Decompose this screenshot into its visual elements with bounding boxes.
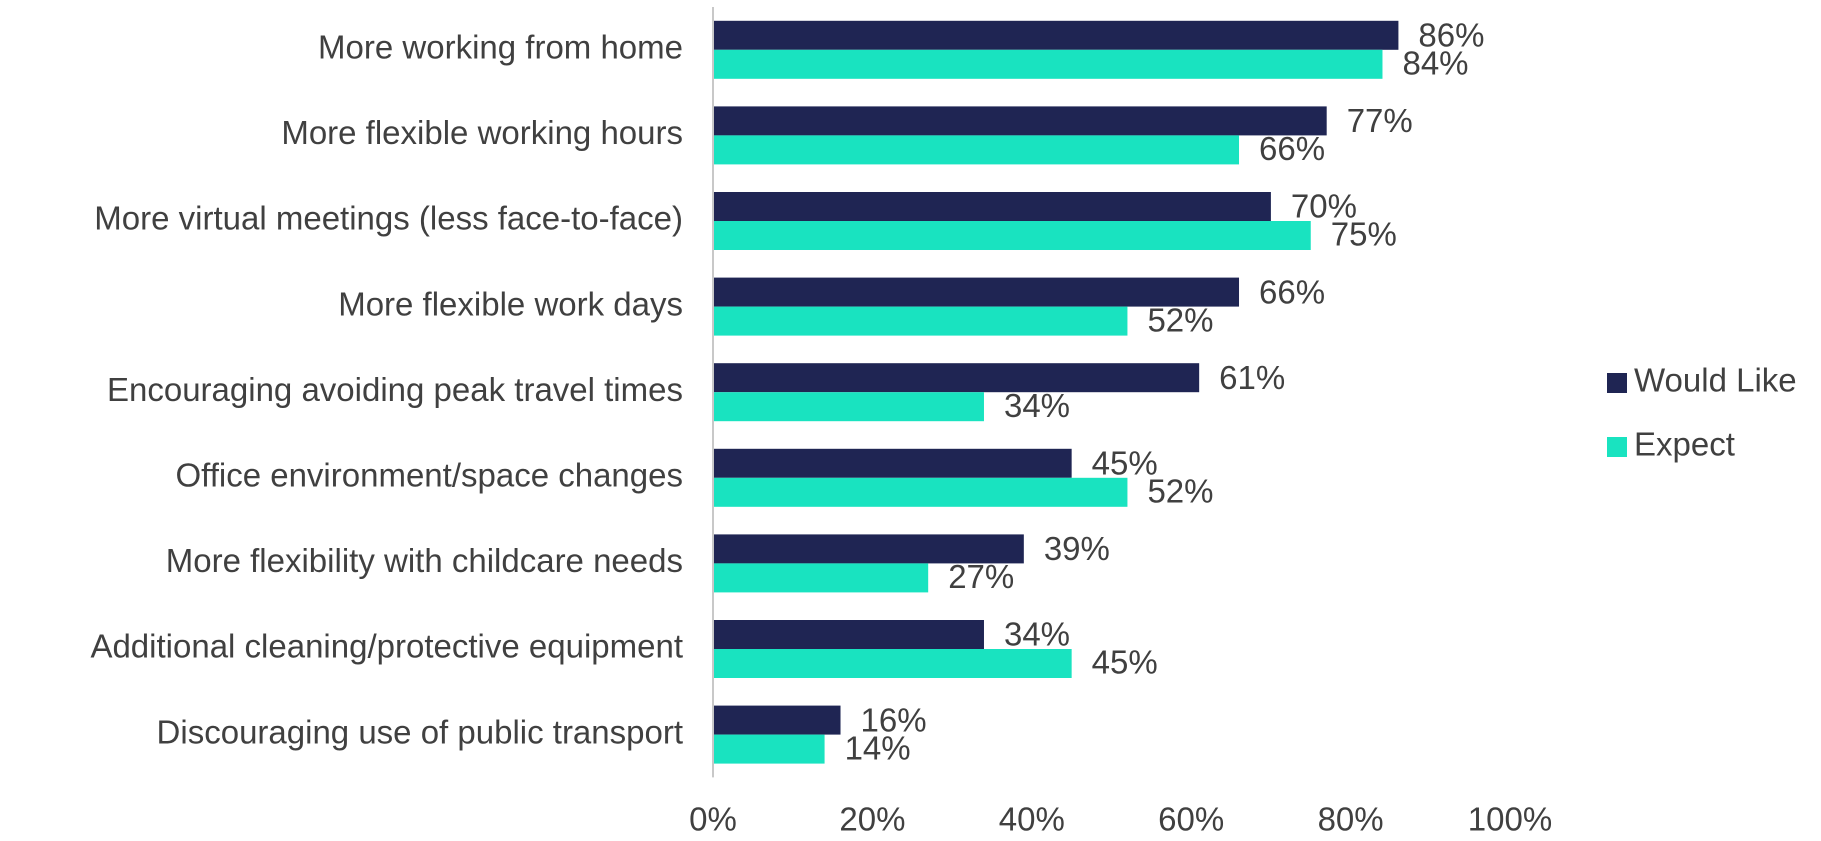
x-tick-label: 100% bbox=[1468, 801, 1552, 838]
legend-label: Expect bbox=[1634, 426, 1735, 463]
bar bbox=[713, 221, 1311, 250]
data-label: 45% bbox=[1092, 445, 1158, 482]
bar bbox=[713, 620, 984, 649]
x-tick-label: 40% bbox=[999, 801, 1065, 838]
data-label: 66% bbox=[1259, 130, 1325, 167]
y-tick-label: More working from home bbox=[318, 29, 683, 66]
bar bbox=[713, 49, 1383, 79]
bar bbox=[713, 20, 1399, 50]
y-tick-label: More flexible work days bbox=[338, 285, 683, 322]
bar bbox=[713, 277, 1240, 307]
y-tick-label: More flexibility with childcare needs bbox=[166, 542, 683, 579]
data-label: 14% bbox=[845, 729, 911, 766]
legend-swatch bbox=[1607, 437, 1627, 457]
data-label: 66% bbox=[1259, 273, 1325, 310]
bar bbox=[713, 448, 1072, 478]
data-label: 86% bbox=[1418, 17, 1484, 54]
data-label: 27% bbox=[948, 558, 1014, 595]
data-label: 77% bbox=[1347, 102, 1413, 139]
bar bbox=[713, 734, 825, 764]
y-tick-label: Additional cleaning/protective equipment bbox=[90, 628, 683, 665]
data-label: 52% bbox=[1147, 301, 1213, 338]
data-label: 75% bbox=[1331, 216, 1397, 253]
bar bbox=[713, 649, 1072, 678]
data-label: 84% bbox=[1402, 45, 1468, 82]
bar bbox=[713, 363, 1200, 393]
data-label: 16% bbox=[861, 701, 927, 738]
bar bbox=[713, 306, 1128, 336]
data-label: 45% bbox=[1092, 644, 1158, 681]
data-label: 34% bbox=[1004, 616, 1070, 653]
data-label: 61% bbox=[1219, 359, 1285, 396]
bar bbox=[713, 392, 984, 422]
y-tick-label: More virtual meetings (less face-to-face… bbox=[94, 200, 683, 237]
bar bbox=[713, 192, 1271, 221]
x-tick-label: 0% bbox=[689, 801, 737, 838]
data-label: 39% bbox=[1044, 530, 1110, 567]
x-tick-label: 80% bbox=[1318, 801, 1384, 838]
bar bbox=[713, 106, 1327, 136]
y-tick-label: Office environment/space changes bbox=[175, 457, 683, 494]
legend-label: Would Like bbox=[1634, 362, 1797, 399]
y-tick-label: Discouraging use of public transport bbox=[157, 713, 683, 750]
legend-swatch bbox=[1607, 373, 1627, 393]
x-tick-label: 60% bbox=[1158, 801, 1224, 838]
bar bbox=[713, 135, 1240, 165]
data-label: 52% bbox=[1147, 473, 1213, 510]
data-label: 34% bbox=[1004, 387, 1070, 424]
bar bbox=[713, 563, 929, 593]
bar bbox=[713, 477, 1128, 507]
y-tick-label: More flexible working hours bbox=[281, 114, 683, 151]
bar bbox=[713, 705, 841, 735]
bar bbox=[713, 534, 1024, 564]
data-label: 70% bbox=[1291, 188, 1357, 225]
y-tick-label: Encouraging avoiding peak travel times bbox=[107, 371, 683, 408]
x-tick-label: 20% bbox=[839, 801, 905, 838]
